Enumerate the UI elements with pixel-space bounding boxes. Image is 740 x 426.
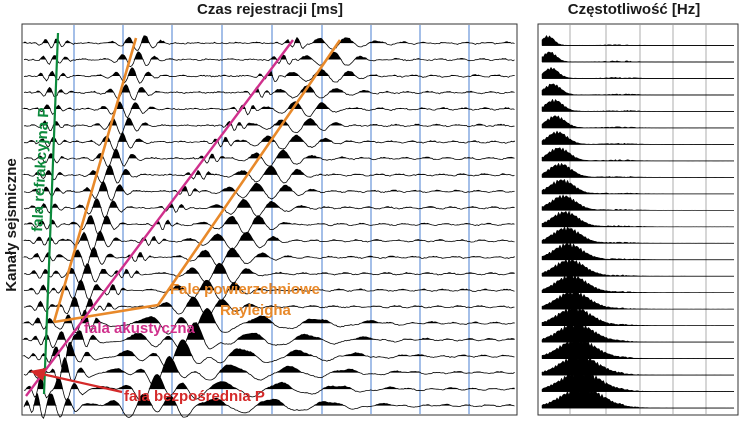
seismic-trace-6 (23, 117, 515, 135)
spectrum-traces (541, 34, 735, 409)
surface-wave-line-a (52, 37, 138, 323)
refraction-wave-line (42, 32, 60, 395)
direct-wave-label: fala bezpośrednia P (124, 388, 265, 405)
seismic-trace-5 (23, 101, 515, 119)
seismic-trace-1 (24, 35, 515, 51)
seismic-trace-8 (23, 148, 515, 168)
seismic-trace-22 (23, 374, 515, 403)
seismic-trace-21 (23, 355, 515, 387)
seismic-trace-fill-18 (22, 308, 515, 324)
seismic-trace-fill-7 (22, 133, 515, 142)
seismic-trace-15 (23, 262, 515, 284)
seismic-trace-fill-6 (22, 117, 515, 126)
seismic-trace-fill-9 (22, 164, 515, 175)
direct-wave-arrow-head (30, 368, 46, 381)
seismogram-panel (21, 23, 518, 420)
seismic-trace-19 (23, 322, 515, 351)
seismic-trace-17 (24, 296, 515, 318)
frequency-spectrum-panel (537, 23, 739, 416)
seismic-trace-fill-23 (22, 393, 515, 406)
seismic-trace-fill-1 (22, 35, 515, 44)
seismic-trace-fill-15 (22, 263, 515, 274)
acoustic-wave-label: fala akustyczna (84, 320, 196, 337)
seismic-trace-10 (23, 180, 515, 201)
seismic-trace-7 (23, 132, 515, 151)
seismic-trace-fill-10 (22, 181, 515, 192)
seismic-trace-fill-11 (22, 198, 515, 208)
seismic-trace-fill-17 (22, 297, 515, 307)
seismic-trace-fill-5 (22, 101, 515, 109)
seismic-trace-fill-20 (22, 339, 515, 357)
direct-wave-arrow-shaft (41, 372, 123, 394)
seismic-trace-16 (23, 279, 515, 301)
seismic-trace-2 (23, 51, 515, 68)
frequency-axis-title: Częstotliwość [Hz] (568, 1, 701, 18)
seismic-trace-23 (23, 392, 515, 420)
acoustic-wave-line (25, 39, 294, 397)
surface-wave-label-line1: Fale powierzchniowe (170, 281, 320, 298)
seismic-trace-12 (23, 214, 515, 235)
seismic-trace-18 (23, 307, 515, 335)
time-axis-title: Czas rejestracji [ms] (197, 1, 343, 18)
seismic-trace-14 (24, 247, 515, 268)
wave-arrival-lines (25, 32, 342, 397)
seismic-trace-fill-4 (22, 84, 515, 93)
surface-wave-label-line2: Rayleigha (220, 302, 292, 319)
channels-axis-title: Kanały sejsmiczne (3, 158, 20, 291)
spectrum-frequency-gridlines (569, 25, 707, 414)
seismic-trace-20 (23, 339, 515, 372)
wave-annotations: fala refrakcyjna P Fale powierzchniowe R… (29, 107, 320, 405)
seismic-trace-4 (23, 84, 515, 101)
seismogram-frame (21, 23, 518, 416)
seismic-trace-13 (23, 230, 515, 252)
surface-wave-line-b (53, 39, 342, 324)
refraction-wave-label: fala refrakcyjna P (29, 107, 52, 232)
seismic-trace-9 (23, 164, 515, 184)
